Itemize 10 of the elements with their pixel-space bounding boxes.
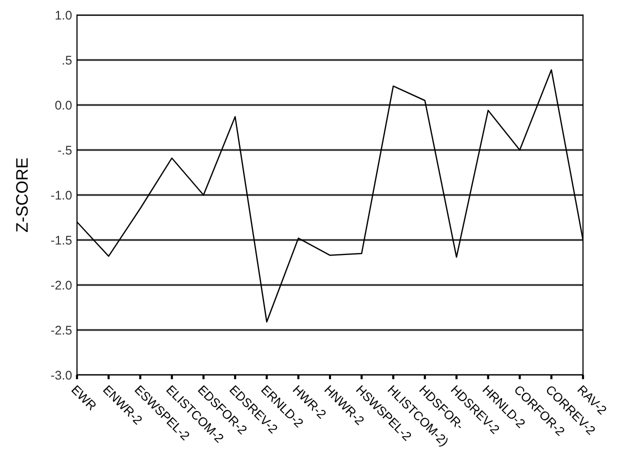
y-tick-label: -.5 [58,146,72,155]
y-tick-label: 0.0 [55,100,72,110]
y-tick-label: 1.0 [56,10,72,20]
y-tick-label: .5 [62,56,72,65]
y-tick-label: -1.0 [51,190,72,200]
y-tick-label: -2.5 [51,326,72,335]
y-tick-label: -3.0 [51,370,72,380]
y-tick-label: -1.5 [51,236,72,245]
y-axis-title: Z-SCORE [16,158,28,232]
y-tick-label: -2.0 [51,280,72,290]
